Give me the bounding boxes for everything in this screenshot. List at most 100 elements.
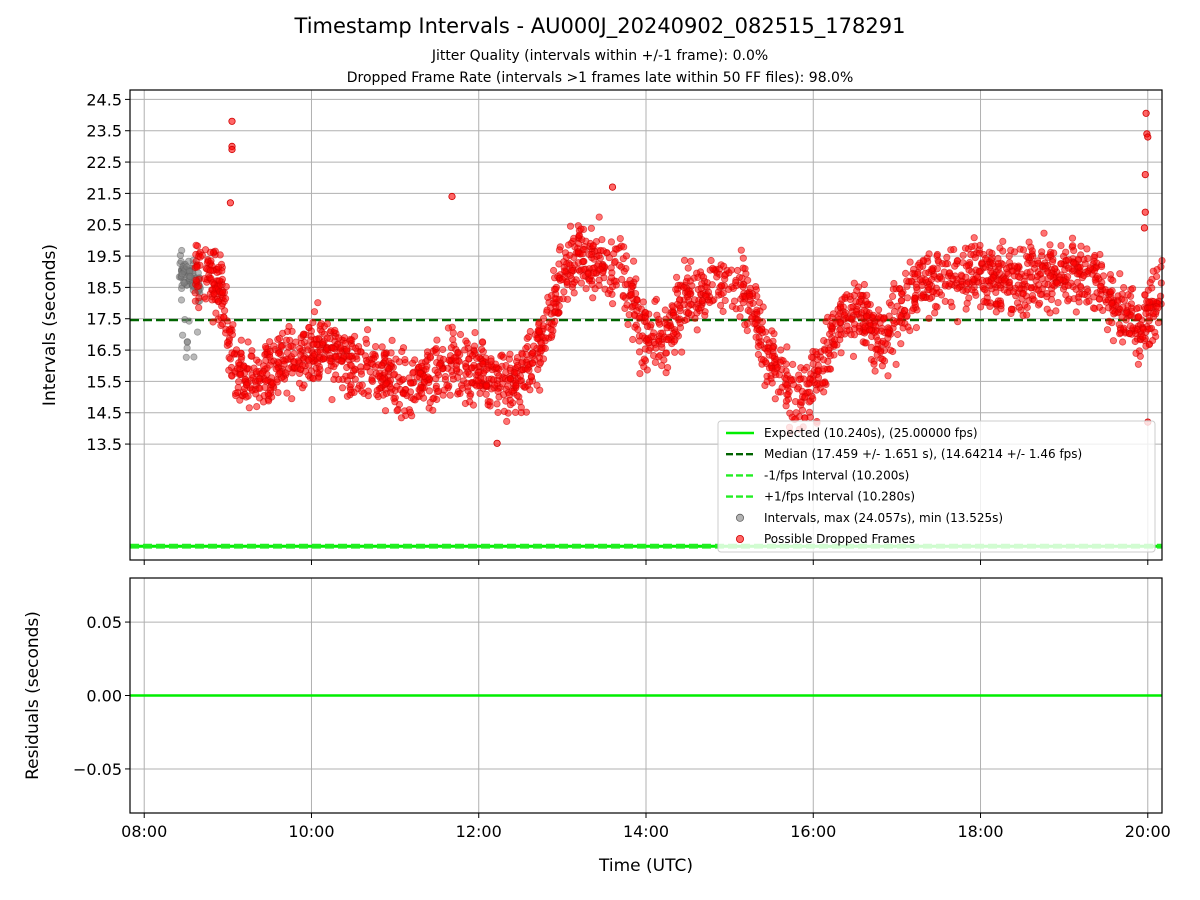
- dropped-frame-point: [1109, 337, 1118, 345]
- dropped-frame-point: [853, 286, 861, 295]
- dropped-frame-point: [748, 313, 757, 321]
- dropped-frame-point: [962, 280, 971, 288]
- dropped-frame-point: [446, 391, 454, 399]
- dropped-frame-point: [1014, 272, 1023, 281]
- dropped-frame-point: [931, 309, 939, 317]
- dropped-frame-point: [328, 395, 336, 404]
- dropped-frame-point: [862, 339, 870, 347]
- dropped-frame-point: [352, 344, 360, 352]
- dropped-frame-point: [262, 377, 270, 385]
- dropped-frame-point: [995, 269, 1004, 277]
- dropped-frame-point: [526, 386, 534, 394]
- dropped-frame-point: [1025, 238, 1033, 246]
- dropped-frame-point: [191, 297, 199, 305]
- residuals-y-axis-label: Residuals (seconds): [23, 611, 43, 780]
- dropped-frame-point: [479, 360, 487, 368]
- dropped-frame-point: [874, 306, 883, 314]
- dropped-frame-point: [847, 303, 855, 312]
- dropped-frame-point: [812, 348, 820, 356]
- dropped-frame-point: [499, 353, 508, 361]
- dropped-frame-point: [935, 258, 943, 266]
- dropped-frame-point: [516, 372, 525, 380]
- dropped-frame-point: [849, 352, 858, 360]
- dropped-frame-point: [444, 324, 452, 332]
- dropped-frame-point: [676, 304, 684, 312]
- dropped-frame-point: [506, 350, 514, 358]
- dropped-frame-point: [393, 407, 401, 415]
- dropped-frame-point: [1141, 291, 1149, 299]
- dropped-frame-point: [555, 302, 563, 310]
- dropped-frame-point: [824, 346, 833, 354]
- dropped-frame-point: [1054, 298, 1062, 307]
- dropped-frame-point: [938, 275, 946, 283]
- dropped-frame-point: [744, 306, 752, 315]
- dropped-frame-point: [660, 356, 668, 364]
- legend-label-dropped: Possible Dropped Frames: [764, 532, 915, 546]
- dropped-frame-point: [684, 264, 692, 272]
- dropped-frame-point: [1068, 234, 1077, 242]
- dropped-frame-point: [871, 367, 879, 375]
- dropped-frame-point: [566, 251, 574, 259]
- dropped-frame-point: [228, 349, 236, 357]
- dropped-frame-point: [1010, 262, 1019, 270]
- dropped-frame-point: [926, 294, 934, 303]
- dropped-frame-point: [738, 274, 746, 282]
- dropped-frame-point: [754, 342, 762, 350]
- dropped-frame-point: [288, 369, 296, 377]
- dropped-frame-point: [551, 308, 559, 316]
- intervals-y-tick-label: 24.5: [86, 90, 122, 109]
- dropped-frame-point: [843, 291, 851, 299]
- dropped-frame-point: [933, 289, 941, 297]
- dropped-frame-point: [826, 365, 835, 373]
- dropped-frame-point: [416, 383, 425, 392]
- intervals-panel: 24.5 23.5 22.5 21.5 20.5 19.5 18.5 17.5 16.5 15.5…: [40, 89, 1166, 565]
- dropped-frame-point: [727, 266, 736, 274]
- dropped-frame-point: [672, 285, 680, 293]
- dropped-frame-point: [888, 292, 897, 300]
- dropped-frame-point: [962, 262, 971, 270]
- dropped-frame-point: [323, 320, 331, 328]
- dropped-frame-point: [319, 339, 327, 347]
- dropped-frame-point: [1007, 305, 1016, 313]
- dropped-frame-point: [387, 349, 395, 357]
- dropped-frame-point: [968, 286, 976, 294]
- dropped-frame-point: [506, 396, 514, 404]
- dropped-frame-point: [757, 355, 766, 363]
- dropped-frame-point: [1145, 317, 1153, 325]
- dropped-frame-point: [379, 375, 387, 383]
- dropped-frame-point: [511, 368, 519, 377]
- dropped-frame-point: [433, 336, 441, 344]
- dropped-frame-point: [318, 328, 326, 336]
- dropped-frame-point: [884, 372, 892, 380]
- dropped-frame-point: [290, 358, 298, 366]
- dropped-frame-point: [533, 334, 541, 342]
- intervals-y-tick-label: 14.5: [86, 404, 122, 423]
- dropped-frame-point: [992, 308, 1000, 316]
- dropped-frame-point: [590, 269, 598, 277]
- x-axis-label: Time (UTC): [598, 856, 693, 876]
- dropped-frame-point: [1046, 272, 1055, 280]
- x-tick-label: 20:00: [1125, 822, 1171, 841]
- dropped-frame-point: [256, 384, 264, 392]
- dropped-frame-point: [346, 371, 354, 380]
- dropped-frame-point: [771, 395, 779, 403]
- dropped-frame-point: [1064, 281, 1072, 290]
- dropped-frame-point: [789, 360, 797, 368]
- dropped-frame-point: [774, 388, 783, 396]
- dropped-frame-point: [527, 372, 536, 380]
- dropped-frame-point: [329, 344, 337, 352]
- dropped-frame-point: [429, 406, 437, 414]
- dropped-frame-point: [330, 375, 338, 383]
- dropped-frame-point: [358, 381, 366, 389]
- interval-point: [179, 331, 187, 339]
- dropped-frame-point: [425, 387, 433, 395]
- dropped-frame-point: [830, 340, 839, 349]
- residuals-y-tick-label: −0.05: [73, 760, 122, 779]
- dropped-frame-point: [513, 353, 522, 362]
- residuals-x-ticks: 08:00 10:00 12:00 14:00 16:00 18:00 20:00: [121, 813, 1171, 841]
- dropped-frame-point: [474, 368, 483, 376]
- dropped-frame-point: [608, 300, 617, 308]
- dropped-frame-point: [411, 396, 419, 404]
- dropped-frame-point: [240, 362, 248, 370]
- dropped-frame-point: [650, 329, 658, 337]
